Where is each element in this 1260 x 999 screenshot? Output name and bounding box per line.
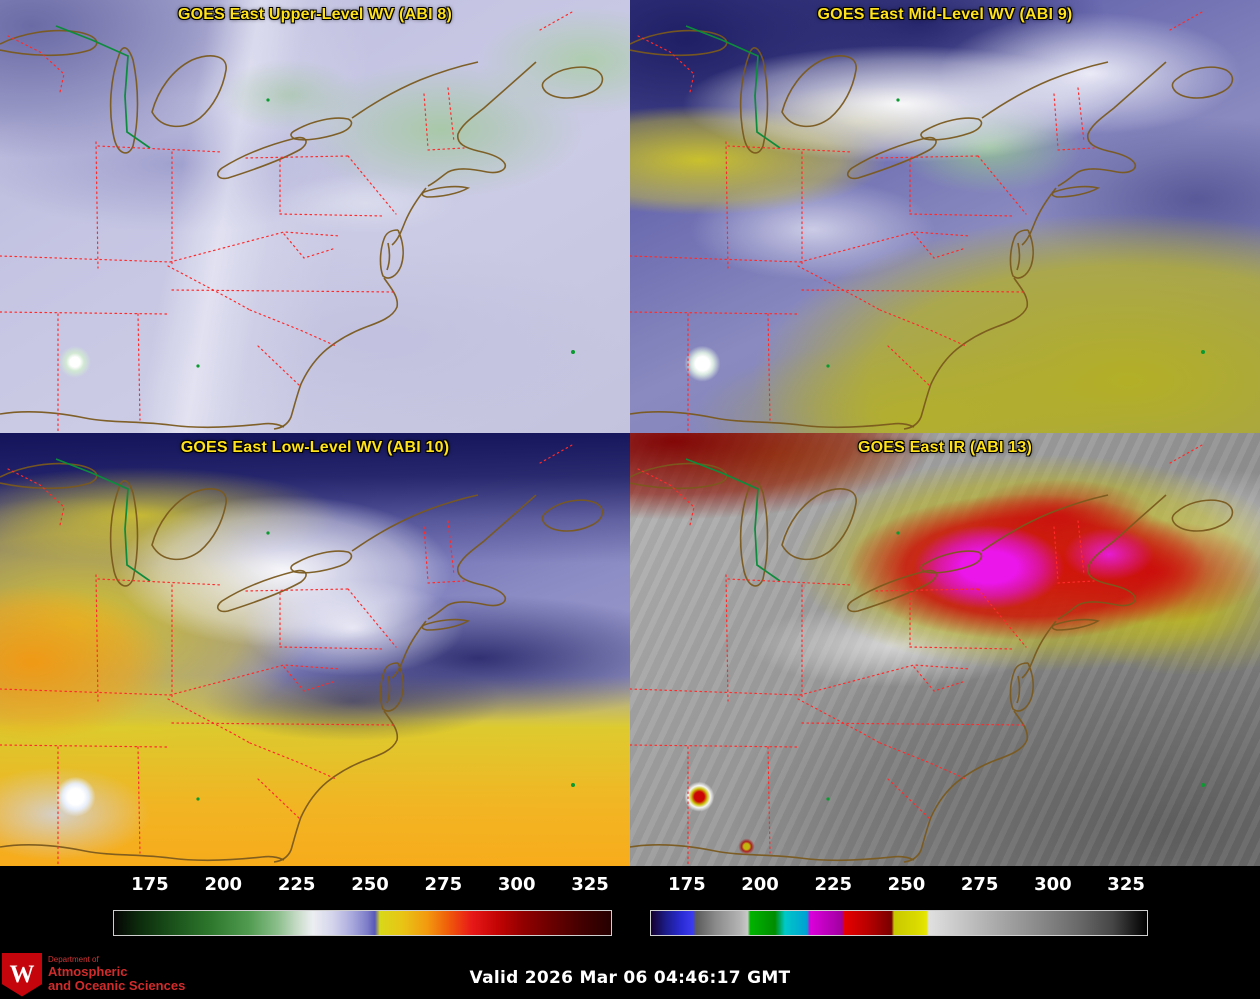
tick-label: 225 [814, 874, 853, 895]
wv-colorbar-tick-labels: 175 200 225 250 275 300 325 [113, 874, 612, 904]
wv-colorbar: 175 200 225 250 275 300 325 [113, 866, 612, 950]
colorbar-row: 175 200 225 250 275 300 325 175 200 225 … [0, 866, 1260, 950]
map-overlay [0, 444, 604, 866]
panel-title-mid-wv: GOES East Mid-Level WV (ABI 9) [817, 6, 1073, 23]
tick-label: 225 [277, 874, 316, 895]
panel-ir: GOES East IR (ABI 13) [630, 433, 1260, 866]
uw-aos-logo[interactable]: W Department of Atmospheric and Oceanic … [2, 952, 185, 997]
tick-label: 175 [668, 874, 706, 895]
tick-label: 250 [887, 874, 926, 895]
tick-label: 250 [351, 874, 389, 895]
ir-colorbar-tick-labels: 175 200 225 250 275 300 325 [650, 874, 1148, 904]
panel-upper-level-wv: GOES East Upper-Level WV (ABI 8) [0, 0, 630, 433]
valid-time: Valid 2026 Mar 06 04:46:17 GMT [469, 968, 791, 988]
tick-label: 200 [204, 874, 243, 895]
tick-label: 325 [571, 874, 609, 895]
logo-line1: Atmospheric [48, 963, 128, 979]
imagery-grid: GOES East Upper-Level WV (ABI 8) GOES Ea… [0, 0, 1260, 866]
tick-label: 200 [741, 874, 779, 895]
wv-colorbar-gradient [113, 910, 612, 936]
panel-low-level-wv: GOES East Low-Level WV (ABI 10) [0, 433, 630, 866]
map-overlay [0, 11, 604, 433]
map-overlay [630, 444, 1234, 866]
tick-label: 275 [960, 874, 999, 895]
ir-colorbar-gradient [650, 910, 1148, 936]
tick-label: 175 [131, 874, 169, 895]
tick-label: 300 [497, 874, 536, 895]
panel-title-low-wv: GOES East Low-Level WV (ABI 10) [180, 439, 450, 456]
logo-dept-small: Department of [48, 954, 99, 964]
uw-aos-logo-text: Department of Atmospheric and Oceanic Sc… [48, 954, 186, 993]
footer: W Department of Atmospheric and Oceanic … [0, 950, 1260, 999]
ir-colorbar: 175 200 225 250 275 300 325 [650, 866, 1148, 950]
panel-title-upper-wv: GOES East Upper-Level WV (ABI 8) [177, 6, 452, 23]
tick-label: 275 [424, 874, 463, 895]
panel-mid-level-wv: GOES East Mid-Level WV (ABI 9) [630, 0, 1260, 433]
tick-label: 300 [1034, 874, 1072, 895]
panel-title-ir: GOES East IR (ABI 13) [857, 439, 1033, 456]
tick-label: 325 [1107, 874, 1145, 895]
logo-line2: and Oceanic Sciences [48, 977, 186, 993]
map-overlay [630, 11, 1234, 433]
